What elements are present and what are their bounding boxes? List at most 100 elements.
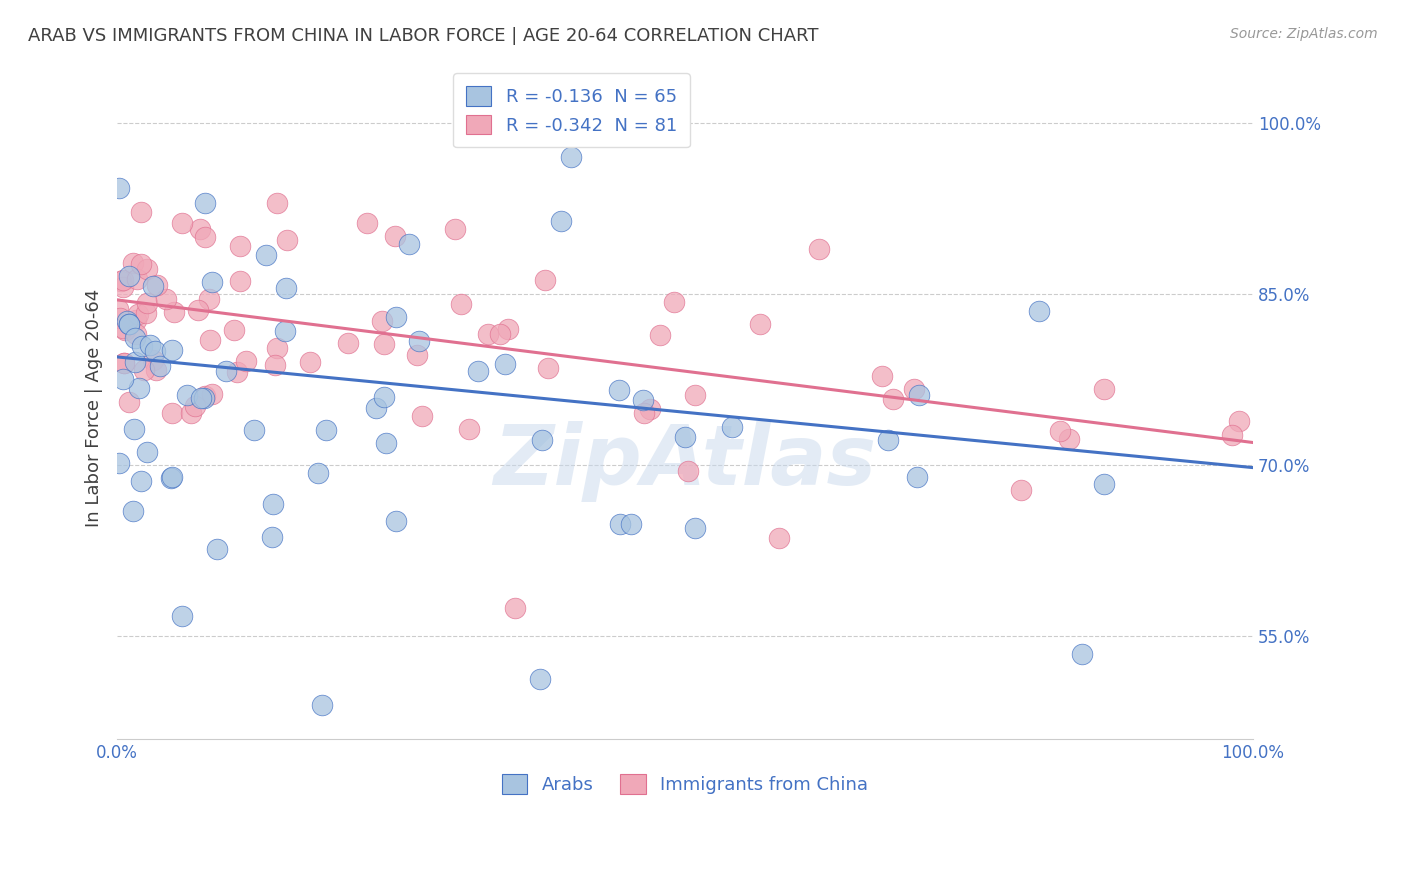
Point [107, 301, 129, 316]
Point [444, 222, 467, 236]
Point [276, 234, 298, 248]
Point [375, 436, 398, 450]
Point [125, 313, 148, 327]
Point [489, 326, 512, 341]
Point [721, 420, 744, 434]
Point [146, 278, 169, 293]
Point [298, 355, 321, 369]
Point [676, 464, 699, 478]
Point [128, 381, 150, 395]
Point [477, 326, 499, 341]
Point [638, 401, 661, 416]
Point [112, 356, 135, 370]
Point [235, 353, 257, 368]
Point [364, 401, 387, 416]
Point [276, 281, 298, 295]
Point [264, 358, 287, 372]
Point [122, 255, 145, 269]
Point [609, 383, 631, 397]
Point [180, 405, 202, 419]
Point [1220, 428, 1243, 442]
Point [112, 372, 135, 386]
Y-axis label: In Labor Force | Age 20-64: In Labor Force | Age 20-64 [86, 289, 103, 527]
Point [142, 353, 165, 368]
Point [112, 273, 135, 287]
Point [193, 391, 215, 405]
Point [108, 181, 131, 195]
Point [112, 280, 135, 294]
Point [633, 406, 655, 420]
Point [537, 361, 560, 376]
Point [550, 213, 572, 227]
Point [132, 363, 155, 377]
Point [138, 338, 160, 352]
Point [882, 392, 904, 407]
Point [262, 530, 284, 544]
Point [228, 239, 250, 253]
Point [117, 268, 139, 283]
Point [136, 445, 159, 459]
Point [531, 434, 554, 448]
Point [315, 423, 337, 437]
Point [266, 341, 288, 355]
Point [411, 409, 433, 424]
Point [163, 305, 186, 319]
Point [187, 303, 209, 318]
Point [108, 456, 131, 470]
Point [124, 331, 146, 345]
Point [110, 274, 132, 288]
Point [336, 336, 359, 351]
Point [193, 230, 215, 244]
Point [609, 516, 631, 531]
Point [685, 521, 707, 535]
Point [373, 390, 395, 404]
Point [118, 395, 141, 409]
Point [170, 609, 193, 624]
Point [560, 150, 582, 164]
Point [190, 222, 212, 236]
Point [115, 314, 138, 328]
Point [1092, 382, 1115, 396]
Point [160, 470, 183, 484]
Point [467, 363, 489, 377]
Point [356, 216, 378, 230]
Point [262, 497, 284, 511]
Point [145, 362, 167, 376]
Point [398, 237, 420, 252]
Point [136, 262, 159, 277]
Point [214, 364, 236, 378]
Point [373, 337, 395, 351]
Point [108, 310, 131, 325]
Point [274, 324, 297, 338]
Point [1028, 304, 1050, 318]
Legend: Arabs, Immigrants from China: Arabs, Immigrants from China [492, 765, 877, 803]
Point [1057, 433, 1080, 447]
Point [142, 278, 165, 293]
Point [254, 248, 277, 262]
Point [129, 474, 152, 488]
Point [222, 323, 245, 337]
Point [1049, 424, 1071, 438]
Text: Source: ZipAtlas.com: Source: ZipAtlas.com [1230, 27, 1378, 41]
Point [135, 306, 157, 320]
Text: ARAB VS IMMIGRANTS FROM CHINA IN LABOR FORCE | AGE 20-64 CORRELATION CHART: ARAB VS IMMIGRANTS FROM CHINA IN LABOR F… [28, 27, 818, 45]
Point [406, 348, 429, 362]
Point [648, 327, 671, 342]
Point [408, 334, 430, 348]
Point [149, 359, 172, 374]
Point [1010, 483, 1032, 497]
Point [205, 542, 228, 557]
Point [193, 389, 215, 403]
Point [129, 257, 152, 271]
Point [870, 368, 893, 383]
Point [503, 601, 526, 615]
Point [194, 196, 217, 211]
Point [200, 333, 222, 347]
Point [768, 531, 790, 545]
Point [176, 387, 198, 401]
Point [121, 504, 143, 518]
Point [1227, 414, 1250, 428]
Point [131, 339, 153, 353]
Point [190, 392, 212, 406]
Point [807, 242, 830, 256]
